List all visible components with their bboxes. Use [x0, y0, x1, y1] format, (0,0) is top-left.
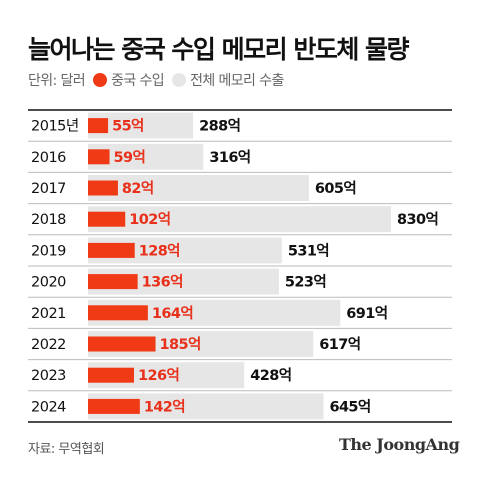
data-label-total-export: 288억	[199, 117, 240, 135]
category-label: 2023	[31, 368, 66, 384]
data-label-total-export: 316억	[209, 148, 250, 166]
legend-item-total-export: 전체 메모리 수출	[164, 70, 284, 90]
bar-china-import	[88, 367, 134, 383]
data-label-china-import: 142억	[144, 397, 185, 415]
data-label-china-import: 164억	[152, 304, 193, 322]
bar-china-import	[88, 305, 148, 321]
data-label-total-export: 428억	[250, 366, 291, 384]
legend-swatch-china-import	[93, 73, 108, 87]
bar-china-import	[88, 242, 135, 258]
bar-china-import	[88, 398, 140, 414]
data-label-china-import: 128억	[139, 241, 180, 259]
bar-china-import	[88, 149, 110, 165]
bar-china-import	[88, 274, 138, 290]
brand-logo-text: The JoongAng	[339, 435, 460, 454]
bar-total-export	[88, 175, 309, 201]
data-label-china-import: 82억	[122, 179, 154, 197]
legend-label-china-import: 중국 수입	[111, 73, 165, 89]
unit-label: 단위: 달러	[28, 73, 86, 89]
source-note: 자료: 무역협회	[28, 442, 105, 457]
bar-china-import	[88, 336, 156, 352]
bar-china-import	[88, 211, 126, 227]
bar-china-import	[88, 118, 109, 134]
category-label: 2017	[31, 181, 66, 197]
bar-total-export	[88, 206, 391, 233]
legend-item-china-import: 중국 수입	[85, 70, 165, 90]
category-label: 2020	[31, 275, 66, 291]
bar-china-import	[88, 180, 118, 196]
category-label: 2018	[31, 212, 66, 228]
category-label: 2021	[31, 306, 66, 322]
data-label-china-import: 102억	[129, 210, 170, 228]
data-label-china-import: 55억	[112, 117, 144, 135]
category-label: 2019	[31, 243, 66, 259]
chart-title: 늘어나는 중국 수입 메모리 반도체 물량	[28, 35, 410, 64]
data-label-china-import: 126억	[138, 366, 179, 384]
category-label: 2022	[31, 337, 66, 353]
category-label: 2016	[31, 150, 66, 166]
data-label-total-export: 645억	[329, 397, 370, 415]
data-label-total-export: 531억	[288, 241, 329, 259]
data-label-total-export: 830억	[397, 210, 438, 228]
data-label-total-export: 691억	[346, 304, 387, 322]
category-label: 2015년	[31, 118, 79, 135]
data-label-total-export: 605억	[315, 179, 356, 197]
data-label-china-import: 59억	[114, 148, 146, 166]
category-label: 2024	[31, 399, 66, 415]
legend-swatch-total-export	[172, 73, 187, 87]
data-label-total-export: 523억	[285, 273, 326, 291]
data-label-total-export: 617억	[319, 335, 360, 353]
data-label-china-import: 185억	[160, 335, 201, 353]
data-label-china-import: 136억	[142, 273, 183, 291]
legend: 단위: 달러 중국 수입 전체 메모리 수출	[28, 70, 284, 90]
legend-label-total-export: 전체 메모리 수출	[190, 73, 284, 89]
